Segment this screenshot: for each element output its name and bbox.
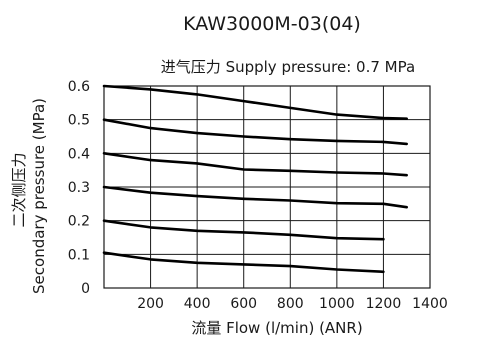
x-tick-label: 1400 xyxy=(412,296,448,312)
series-group xyxy=(102,84,408,274)
x-axis-label: 流量 Flow (l/min) (ANR) xyxy=(191,319,362,337)
series-line-5 xyxy=(102,219,385,241)
x-tick-label: 400 xyxy=(184,296,211,312)
series-line-1 xyxy=(102,84,408,120)
x-tick-label: 1000 xyxy=(319,296,355,312)
x-tick-label: 800 xyxy=(277,296,304,312)
series-line-3 xyxy=(102,152,408,177)
y-tick-label: 0.1 xyxy=(68,247,90,263)
y-axis-ticks: 0 0.1 0.2 0.3 0.4 0.5 0.6 xyxy=(68,79,90,297)
y-axis-label: Secondary pressure (MPa) xyxy=(30,98,48,294)
chart-subtitle: 进气压力 Supply pressure: 0.7 MPa xyxy=(161,58,415,76)
x-tick-label: 1200 xyxy=(366,296,402,312)
series-line-2 xyxy=(102,118,408,146)
y-tick-label: 0.2 xyxy=(68,214,90,230)
y-tick-label: 0.3 xyxy=(68,180,90,196)
series-line-6 xyxy=(102,251,385,274)
chart-title: KAW3000M-03(04) xyxy=(183,13,361,35)
x-tick-label: 600 xyxy=(230,296,257,312)
y-tick-label: 0.4 xyxy=(68,146,90,162)
y-tick-label: 0 xyxy=(81,281,90,297)
grid xyxy=(104,86,430,288)
x-tick-label: 200 xyxy=(137,296,164,312)
y-axis-label-cn: 二次侧压力 xyxy=(10,152,28,227)
y-tick-label: 0.5 xyxy=(68,113,90,129)
x-axis-ticks: 200 400 600 800 1000 1200 1400 xyxy=(137,296,448,312)
y-tick-label: 0.6 xyxy=(68,79,90,95)
series-line-4 xyxy=(102,185,408,209)
